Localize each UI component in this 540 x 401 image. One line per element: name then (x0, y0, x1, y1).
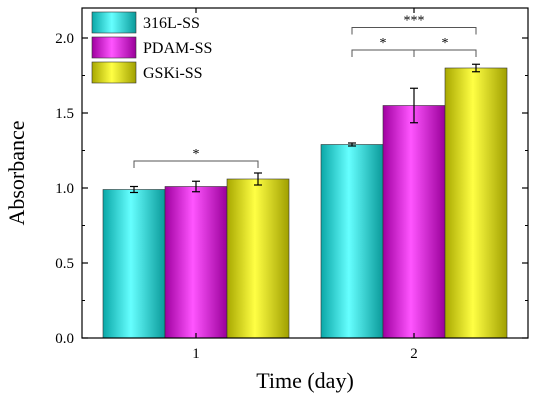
bars-layer (102, 67, 508, 339)
y-axis: 0.0 0.5 1.0 1.5 2.0 (55, 31, 528, 347)
significance-bracket (413, 49, 477, 57)
y-tick-label: 0.0 (55, 331, 74, 347)
y-tick-label: 0.5 (55, 256, 74, 272)
x-tick-label: 2 (410, 346, 418, 362)
y-tick-label: 2.0 (55, 31, 74, 47)
significance-bracket (351, 27, 477, 35)
bar-316L-SS-1 (102, 189, 166, 339)
significance-label: * (442, 36, 449, 51)
y-tick-label: 1.0 (55, 181, 74, 197)
bar-316L-SS-2 (320, 144, 384, 339)
error-bars-layer (130, 63, 480, 194)
significance-label: * (380, 36, 387, 51)
bar-GSKi-SS-1 (226, 178, 290, 339)
y-tick-label: 1.5 (55, 106, 74, 122)
legend-label-316L-SS: 316L-SS (143, 15, 200, 32)
significance-label: * (193, 147, 200, 162)
significance-layer: ** **** (133, 14, 477, 168)
x-tick-label: 1 (192, 346, 200, 362)
legend-label-GSKi-SS: GSKi-SS (143, 65, 203, 82)
legend-label-PDAM-SS: PDAM-SS (143, 40, 212, 57)
legend-swatch-GSKi-SS (91, 61, 137, 84)
significance-label: *** (404, 14, 425, 29)
x-axis-title: Time (day) (256, 368, 354, 393)
y-axis-title: Absorbance (4, 120, 29, 225)
legend-swatch-PDAM-SS (91, 36, 137, 59)
bar-PDAM-SS-1 (164, 186, 228, 339)
bar-GSKi-SS-2 (444, 67, 508, 339)
plot-frame (81, 7, 529, 339)
significance-bracket (133, 160, 259, 168)
legend: 316L-SS PDAM-SS GSKi-SS (91, 11, 212, 84)
legend-swatch-316L-SS (91, 11, 137, 34)
significance-bracket (351, 49, 415, 57)
bar-PDAM-SS-2 (382, 105, 446, 339)
